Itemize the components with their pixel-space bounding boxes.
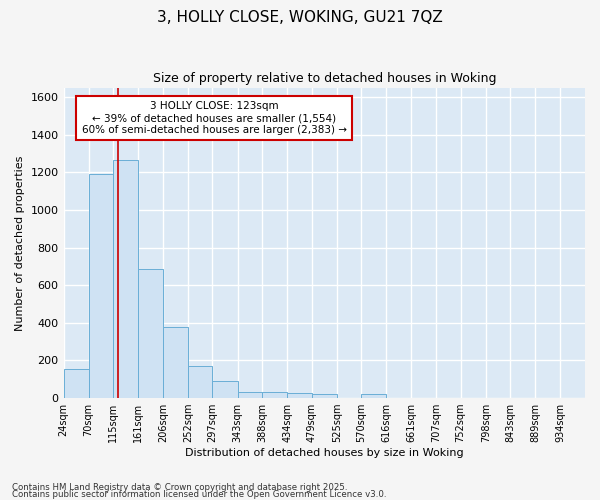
Bar — [138, 269, 163, 398]
Y-axis label: Number of detached properties: Number of detached properties — [15, 155, 25, 330]
Bar — [212, 380, 238, 398]
Text: 3, HOLLY CLOSE, WOKING, GU21 7QZ: 3, HOLLY CLOSE, WOKING, GU21 7QZ — [157, 10, 443, 25]
Bar — [113, 160, 138, 398]
Text: 3 HOLLY CLOSE: 123sqm
← 39% of detached houses are smaller (1,554)
60% of semi-d: 3 HOLLY CLOSE: 123sqm ← 39% of detached … — [82, 102, 347, 134]
Bar — [238, 392, 262, 398]
Bar — [163, 327, 188, 398]
Text: Contains HM Land Registry data © Crown copyright and database right 2025.: Contains HM Land Registry data © Crown c… — [12, 484, 347, 492]
X-axis label: Distribution of detached houses by size in Woking: Distribution of detached houses by size … — [185, 448, 464, 458]
Bar — [64, 370, 89, 398]
Bar — [188, 366, 212, 398]
Bar — [361, 394, 386, 398]
Bar — [262, 392, 287, 398]
Bar — [89, 174, 113, 398]
Bar — [287, 394, 312, 398]
Title: Size of property relative to detached houses in Woking: Size of property relative to detached ho… — [152, 72, 496, 86]
Bar — [312, 394, 337, 398]
Text: Contains public sector information licensed under the Open Government Licence v3: Contains public sector information licen… — [12, 490, 386, 499]
